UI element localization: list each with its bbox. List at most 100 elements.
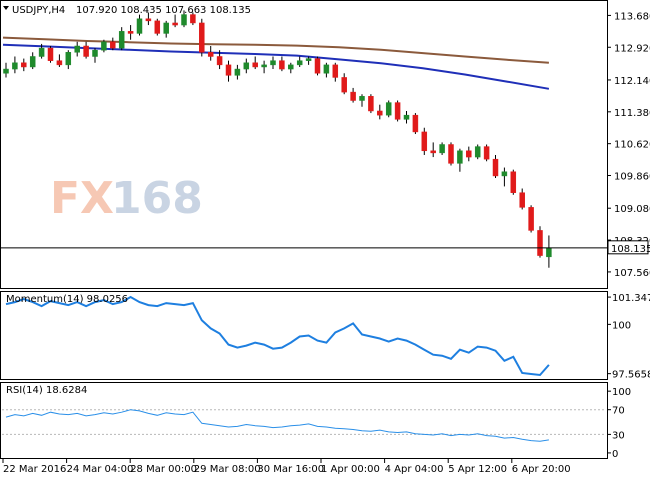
momentum-tick-label: 101.3473: [612, 293, 650, 304]
candle: [537, 226, 543, 258]
candle-body: [225, 64, 232, 76]
price-tick-label: 109.080: [614, 204, 650, 215]
candle-body: [252, 62, 258, 68]
candle: [412, 113, 419, 135]
momentum-series: [5, 295, 550, 377]
candle: [296, 56, 303, 67]
candle: [243, 58, 250, 74]
candle-body: [394, 102, 401, 120]
candle: [207, 46, 214, 61]
candle-body: [261, 64, 267, 68]
candle: [12, 56, 18, 74]
candle: [163, 20, 169, 38]
candle-body: [101, 41, 107, 51]
candle-body: [163, 22, 169, 34]
candle: [403, 110, 410, 124]
candle-body: [270, 60, 276, 66]
candle: [234, 64, 241, 80]
candle: [359, 94, 365, 107]
candle: [519, 188, 525, 210]
rsi-panel[interactable]: [0, 382, 608, 459]
time-tick-label: 22 Mar 2016: [3, 464, 66, 475]
candle-body: [118, 31, 125, 49]
time-tick-label: 24 Mar 04:00: [67, 464, 134, 475]
candle-body: [38, 47, 45, 57]
candle: [483, 144, 490, 162]
candle-body: [65, 52, 72, 66]
candle-body: [243, 62, 250, 70]
candle-body: [288, 64, 294, 70]
rsi-tick-label: 100: [612, 387, 631, 398]
rsi-line: [5, 409, 549, 442]
current-price-box: [607, 240, 649, 255]
candle-body: [323, 64, 330, 74]
candle-body: [537, 230, 543, 256]
candle-body: [190, 14, 196, 24]
candle: [314, 56, 321, 76]
candle-body: [430, 150, 436, 154]
rsi-label: RSI(14) 18.6284: [6, 385, 87, 396]
candle: [510, 169, 517, 195]
candle-body: [457, 150, 463, 164]
candle: [199, 18, 205, 57]
candle: [110, 37, 116, 51]
rsi-tick-label: 70: [612, 406, 625, 417]
candle: [65, 50, 72, 70]
candle-body: [385, 102, 392, 116]
candle-body: [510, 171, 517, 193]
candle: [261, 60, 267, 74]
candle-body: [350, 91, 356, 101]
candle-body: [403, 114, 410, 120]
candle: [457, 148, 463, 172]
price-tick-label: 112.140: [614, 76, 650, 87]
candle: [341, 73, 347, 95]
candle: [377, 104, 383, 120]
candle: [528, 205, 534, 233]
candle-body: [483, 146, 490, 160]
candle: [38, 43, 45, 59]
watermark-logo: FX 168: [50, 173, 203, 224]
candle: [118, 27, 125, 51]
candle-body: [29, 56, 36, 68]
candle-body: [448, 144, 454, 164]
momentum-axis: 101.3473 100 97.5658: [607, 293, 650, 381]
candle-body: [3, 68, 9, 74]
candle: [439, 142, 445, 155]
candle-body: [474, 146, 481, 158]
candle-body: [279, 60, 285, 70]
time-tick-label: 29 Mar 08:00: [194, 464, 261, 475]
candle-body: [359, 96, 365, 101]
price-tick-label: 112.920: [614, 43, 650, 54]
moving-average-fast-line: [2, 43, 550, 90]
candle: [332, 62, 339, 82]
candle: [225, 60, 232, 82]
candle-body: [528, 207, 534, 231]
candle: [448, 142, 454, 166]
price-series: [2, 10, 552, 268]
chart-symbol-timeframe: USDJPY,H4: [12, 5, 65, 16]
candle-body: [207, 52, 214, 57]
candle: [56, 54, 63, 67]
candle-body: [332, 64, 339, 78]
price-panel[interactable]: [0, 0, 608, 289]
candle-body: [501, 171, 508, 177]
momentum-tick-label: 100: [612, 320, 631, 331]
rsi-series: [2, 409, 606, 442]
candle-body: [136, 18, 143, 34]
candle: [3, 62, 9, 78]
candle: [492, 154, 499, 179]
candle: [288, 62, 294, 74]
candle-body: [519, 192, 525, 208]
candle: [21, 58, 27, 72]
candle-body: [377, 110, 383, 116]
candle: [172, 14, 178, 28]
rsi-tick-label: 30: [612, 430, 625, 441]
candle-body: [74, 45, 80, 53]
time-tick-label: 5 Apr 12:00: [448, 464, 507, 475]
candle: [394, 100, 401, 122]
chart-symbol-arrow-icon: [3, 6, 9, 10]
candle: [421, 127, 428, 155]
candle: [323, 62, 330, 78]
time-tick-label: 1 Apr 00:00: [321, 464, 380, 475]
